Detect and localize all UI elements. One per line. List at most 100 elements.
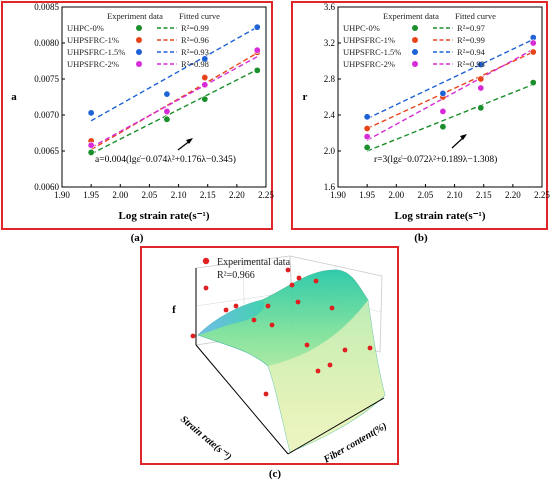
fit-line xyxy=(366,51,534,130)
panel-a: 1.90 1.95 2.00 2.05 2.10 2.15 2.20 2.25 0.00600… xyxy=(1,1,274,230)
y-tick-label: 3.2 xyxy=(324,38,335,48)
legend-marker xyxy=(136,25,142,31)
legend-marker xyxy=(412,25,418,31)
legend-header: Experiment data xyxy=(383,11,439,21)
panel-b-x-ticks: 1.90 1.95 2.00 2.05 2.10 2.15 2.20 2.25 xyxy=(330,184,550,200)
legend-fit-label: R²=0.96 xyxy=(181,35,209,45)
panel-c: Experimental data R²=0.966 f Strain rate… xyxy=(140,246,399,466)
data-point xyxy=(439,123,447,131)
panel-a-x-label: Log strain rate(s⁻¹) xyxy=(119,210,210,222)
x-tick-label: 2.05 xyxy=(142,190,158,200)
panel-c-legend-label: Experimental data xyxy=(217,257,291,268)
data-point xyxy=(363,133,371,141)
data-point xyxy=(363,113,371,121)
surface-data-point xyxy=(313,278,319,284)
panel-a-legend: Experiment data Fitted curve UHPC-0% R²=0.9… xyxy=(67,11,220,69)
surface-data-point xyxy=(329,305,335,311)
x-tick-label: 2.00 xyxy=(112,190,128,200)
legend-header: Fitted curve xyxy=(455,11,496,21)
legend-fit-label: R²=0.99 xyxy=(181,23,209,33)
data-point xyxy=(201,74,209,82)
y-tick-label: 0.0060 xyxy=(34,182,59,192)
legend-marker xyxy=(136,49,142,55)
data-point xyxy=(253,23,261,31)
fit-line xyxy=(366,83,534,152)
panel-b-annotation: r=3(lgε̇−0.072λ²+0.189λ−1.308) xyxy=(374,154,497,165)
panel-a-arrow-head xyxy=(186,138,193,144)
panel-c-frame xyxy=(140,246,399,465)
y-tick-label: 0.0085 xyxy=(34,2,59,12)
data-point xyxy=(529,48,537,56)
x-tick-label: 2.25 xyxy=(258,190,274,200)
legend-series-name: UHPSFRC-1% xyxy=(67,35,119,45)
data-point xyxy=(87,148,95,156)
x-tick-label: 2.00 xyxy=(388,190,404,200)
data-point xyxy=(439,89,447,97)
data-point xyxy=(477,84,485,92)
data-point xyxy=(87,141,95,149)
x-tick-label: 1.90 xyxy=(54,190,70,200)
data-point xyxy=(477,61,485,69)
y-tick-label: 2.8 xyxy=(324,74,336,84)
data-point xyxy=(363,125,371,133)
surface-data-point xyxy=(269,322,275,328)
x-tick-label: 2.10 xyxy=(171,190,187,200)
surface-data-point xyxy=(342,347,348,353)
surface-data-point xyxy=(327,362,333,368)
legend-series-name: UHPSFRC-1% xyxy=(343,35,395,45)
y-tick-label: 0.0065 xyxy=(34,146,59,156)
data-point xyxy=(163,90,171,98)
panel-b-points xyxy=(363,34,537,151)
fit-line xyxy=(90,52,258,151)
panel-b-fit-lines xyxy=(366,38,534,152)
data-point xyxy=(253,46,261,54)
panel-b-legend: Experiment data Fitted curve UHPC-0% R²=0.9… xyxy=(343,11,496,69)
surface-data-point xyxy=(190,333,196,339)
surface-data-point xyxy=(296,275,302,281)
fit-line xyxy=(90,56,258,149)
fit-line xyxy=(90,69,258,155)
panel-b-caption: (b) xyxy=(414,232,428,244)
panel-c-caption: (c) xyxy=(269,468,282,480)
panel-a-fit-lines xyxy=(90,26,258,155)
y-tick-label: 0.0070 xyxy=(34,110,59,120)
x-tick-label: 1.90 xyxy=(330,190,346,200)
x-tick-label: 2.25 xyxy=(534,190,550,200)
legend-series-name: UHPC-0% xyxy=(67,23,104,33)
data-point xyxy=(477,75,485,83)
y-tick-label: 3.6 xyxy=(324,2,336,12)
legend-series-name: UHPSFRC-2% xyxy=(343,59,395,69)
legend-series-name: UHPSFRC-1.5% xyxy=(343,47,401,57)
surface-data-point xyxy=(233,303,239,309)
data-point xyxy=(201,81,209,89)
x-tick-label: 2.05 xyxy=(418,190,434,200)
surface-data-point xyxy=(367,345,373,351)
data-point xyxy=(201,55,209,63)
x-tick-label: 1.95 xyxy=(359,190,375,200)
data-point xyxy=(163,115,171,123)
y-tick-label: 2.0 xyxy=(324,146,336,156)
y-tick-label: 2.4 xyxy=(324,110,336,120)
surface-data-point xyxy=(265,303,271,309)
panel-c-surface-ridge xyxy=(198,300,265,335)
surface-data-point xyxy=(223,307,229,313)
panel-b-frame xyxy=(291,1,548,230)
x-tick-label: 2.20 xyxy=(505,190,521,200)
data-point xyxy=(253,66,261,74)
x-tick-label: 2.15 xyxy=(200,190,216,200)
panel-c-fiber-axis xyxy=(287,397,385,455)
x-tick-label: 1.95 xyxy=(83,190,99,200)
data-point xyxy=(363,143,371,151)
legend-marker xyxy=(412,49,418,55)
legend-header: Fitted curve xyxy=(179,11,220,21)
surface-data-point xyxy=(203,285,209,291)
legend-series-name: UHPSFRC-2% xyxy=(67,59,119,69)
panel-c-z-label: f xyxy=(172,304,176,316)
panel-b: 1.90 1.95 2.00 2.05 2.10 2.15 2.20 2.25 1.6 2.0 2… xyxy=(291,1,550,230)
panel-a-caption: (a) xyxy=(131,232,144,244)
surface-data-point xyxy=(285,267,291,273)
legend-fit-label: R²=0.93 xyxy=(457,59,485,69)
data-point xyxy=(439,107,447,115)
legend-fit-label: R²=0.97 xyxy=(457,23,485,33)
legend-fit-label: R²=0.98 xyxy=(181,59,209,69)
